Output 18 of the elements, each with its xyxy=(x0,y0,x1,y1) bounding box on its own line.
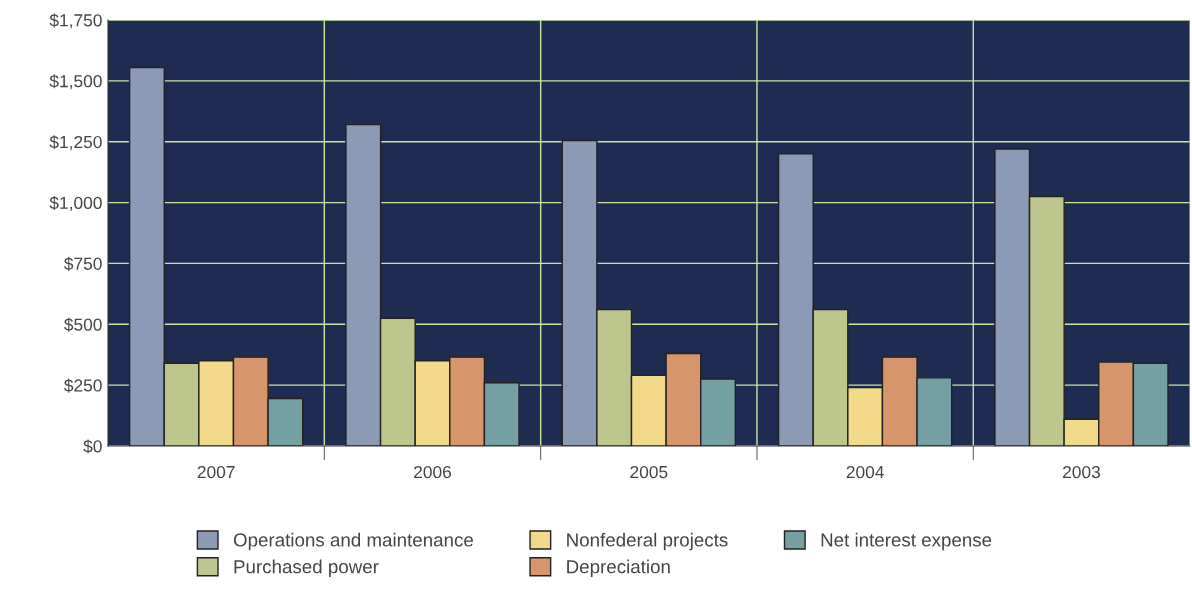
legend-label: Operations and maintenance xyxy=(233,532,473,551)
legend-label: Net interest expense xyxy=(821,532,992,551)
x-tick-label: 2005 xyxy=(630,465,668,479)
legend-label: Depreciation xyxy=(567,559,670,578)
y-tick-label: $500 xyxy=(64,317,102,332)
y-tick-label: $1,750 xyxy=(49,13,102,29)
x-tick-label: 2004 xyxy=(846,465,884,479)
y-tick-label: $250 xyxy=(64,378,102,393)
x-tick-label: 2003 xyxy=(1063,465,1100,479)
legend-label: Purchased power xyxy=(234,559,379,578)
legend-label: Nonfederal projects xyxy=(567,532,728,551)
y-tick-label: $1,500 xyxy=(49,74,102,90)
y-tick-label: $1,250 xyxy=(49,135,102,151)
y-tick-label: $1,000 xyxy=(49,196,102,212)
x-tick-label: 2006 xyxy=(414,465,452,479)
x-tick-label: 2007 xyxy=(197,465,235,479)
y-tick-label: $0 xyxy=(83,439,102,454)
y-tick-label: $750 xyxy=(64,256,102,271)
